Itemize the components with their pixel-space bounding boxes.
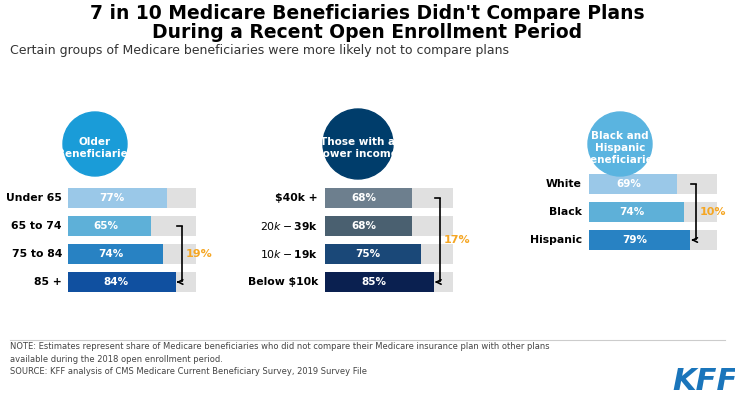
Text: 74%: 74% (98, 249, 123, 259)
FancyBboxPatch shape (589, 202, 717, 222)
Text: 77%: 77% (100, 193, 125, 203)
Text: 10%: 10% (700, 207, 727, 217)
Text: Certain groups of Medicare beneficiaries were more likely not to compare plans: Certain groups of Medicare beneficiaries… (10, 44, 509, 57)
FancyBboxPatch shape (68, 272, 196, 292)
Text: NOTE: Estimates represent share of Medicare beneficiaries who did not compare th: NOTE: Estimates represent share of Medic… (10, 342, 550, 376)
Text: Under 65: Under 65 (6, 193, 62, 203)
FancyBboxPatch shape (68, 188, 167, 208)
Text: 79%: 79% (622, 235, 647, 245)
Text: $40k +: $40k + (276, 193, 318, 203)
Text: 68%: 68% (351, 193, 376, 203)
FancyBboxPatch shape (325, 272, 453, 292)
Text: 19%: 19% (185, 249, 212, 259)
Text: Older
Beneficiaries: Older Beneficiaries (57, 137, 134, 159)
Circle shape (588, 112, 652, 176)
Text: KFF: KFF (673, 368, 735, 396)
FancyBboxPatch shape (325, 244, 453, 264)
Text: 7 in 10 Medicare Beneficiaries Didn't Compare Plans: 7 in 10 Medicare Beneficiaries Didn't Co… (90, 4, 645, 23)
FancyBboxPatch shape (68, 244, 162, 264)
FancyBboxPatch shape (68, 188, 196, 208)
Text: $10k - $19k: $10k - $19k (260, 248, 318, 260)
Circle shape (323, 109, 393, 179)
Circle shape (63, 112, 127, 176)
Text: White: White (546, 179, 582, 189)
FancyBboxPatch shape (589, 230, 717, 250)
FancyBboxPatch shape (325, 188, 412, 208)
FancyBboxPatch shape (589, 202, 684, 222)
Text: During a Recent Open Enrollment Period: During a Recent Open Enrollment Period (152, 23, 582, 42)
FancyBboxPatch shape (325, 272, 434, 292)
Text: Black and
Hispanic
Beneficiaries: Black and Hispanic Beneficiaries (581, 131, 659, 165)
Text: 85%: 85% (362, 277, 387, 287)
Text: 69%: 69% (617, 179, 641, 189)
FancyBboxPatch shape (68, 216, 196, 236)
Text: 17%: 17% (444, 235, 470, 245)
Text: 85 +: 85 + (35, 277, 62, 287)
FancyBboxPatch shape (68, 244, 196, 264)
Text: 65%: 65% (93, 221, 118, 231)
Text: Below $10k: Below $10k (248, 277, 318, 287)
Text: Hispanic: Hispanic (530, 235, 582, 245)
FancyBboxPatch shape (325, 216, 412, 236)
Text: 65 to 74: 65 to 74 (12, 221, 62, 231)
FancyBboxPatch shape (325, 188, 453, 208)
FancyBboxPatch shape (325, 244, 421, 264)
Text: 75%: 75% (356, 249, 381, 259)
FancyBboxPatch shape (68, 272, 176, 292)
Text: $20k - $39k: $20k - $39k (260, 220, 318, 232)
FancyBboxPatch shape (589, 174, 678, 194)
Text: 68%: 68% (351, 221, 376, 231)
FancyBboxPatch shape (68, 216, 151, 236)
Text: 74%: 74% (619, 207, 645, 217)
FancyBboxPatch shape (325, 216, 453, 236)
Text: Black: Black (549, 207, 582, 217)
Text: Those with a
lower income: Those with a lower income (318, 137, 398, 159)
FancyBboxPatch shape (589, 174, 717, 194)
Text: 75 to 84: 75 to 84 (12, 249, 62, 259)
Text: 84%: 84% (104, 277, 129, 287)
FancyBboxPatch shape (589, 230, 690, 250)
